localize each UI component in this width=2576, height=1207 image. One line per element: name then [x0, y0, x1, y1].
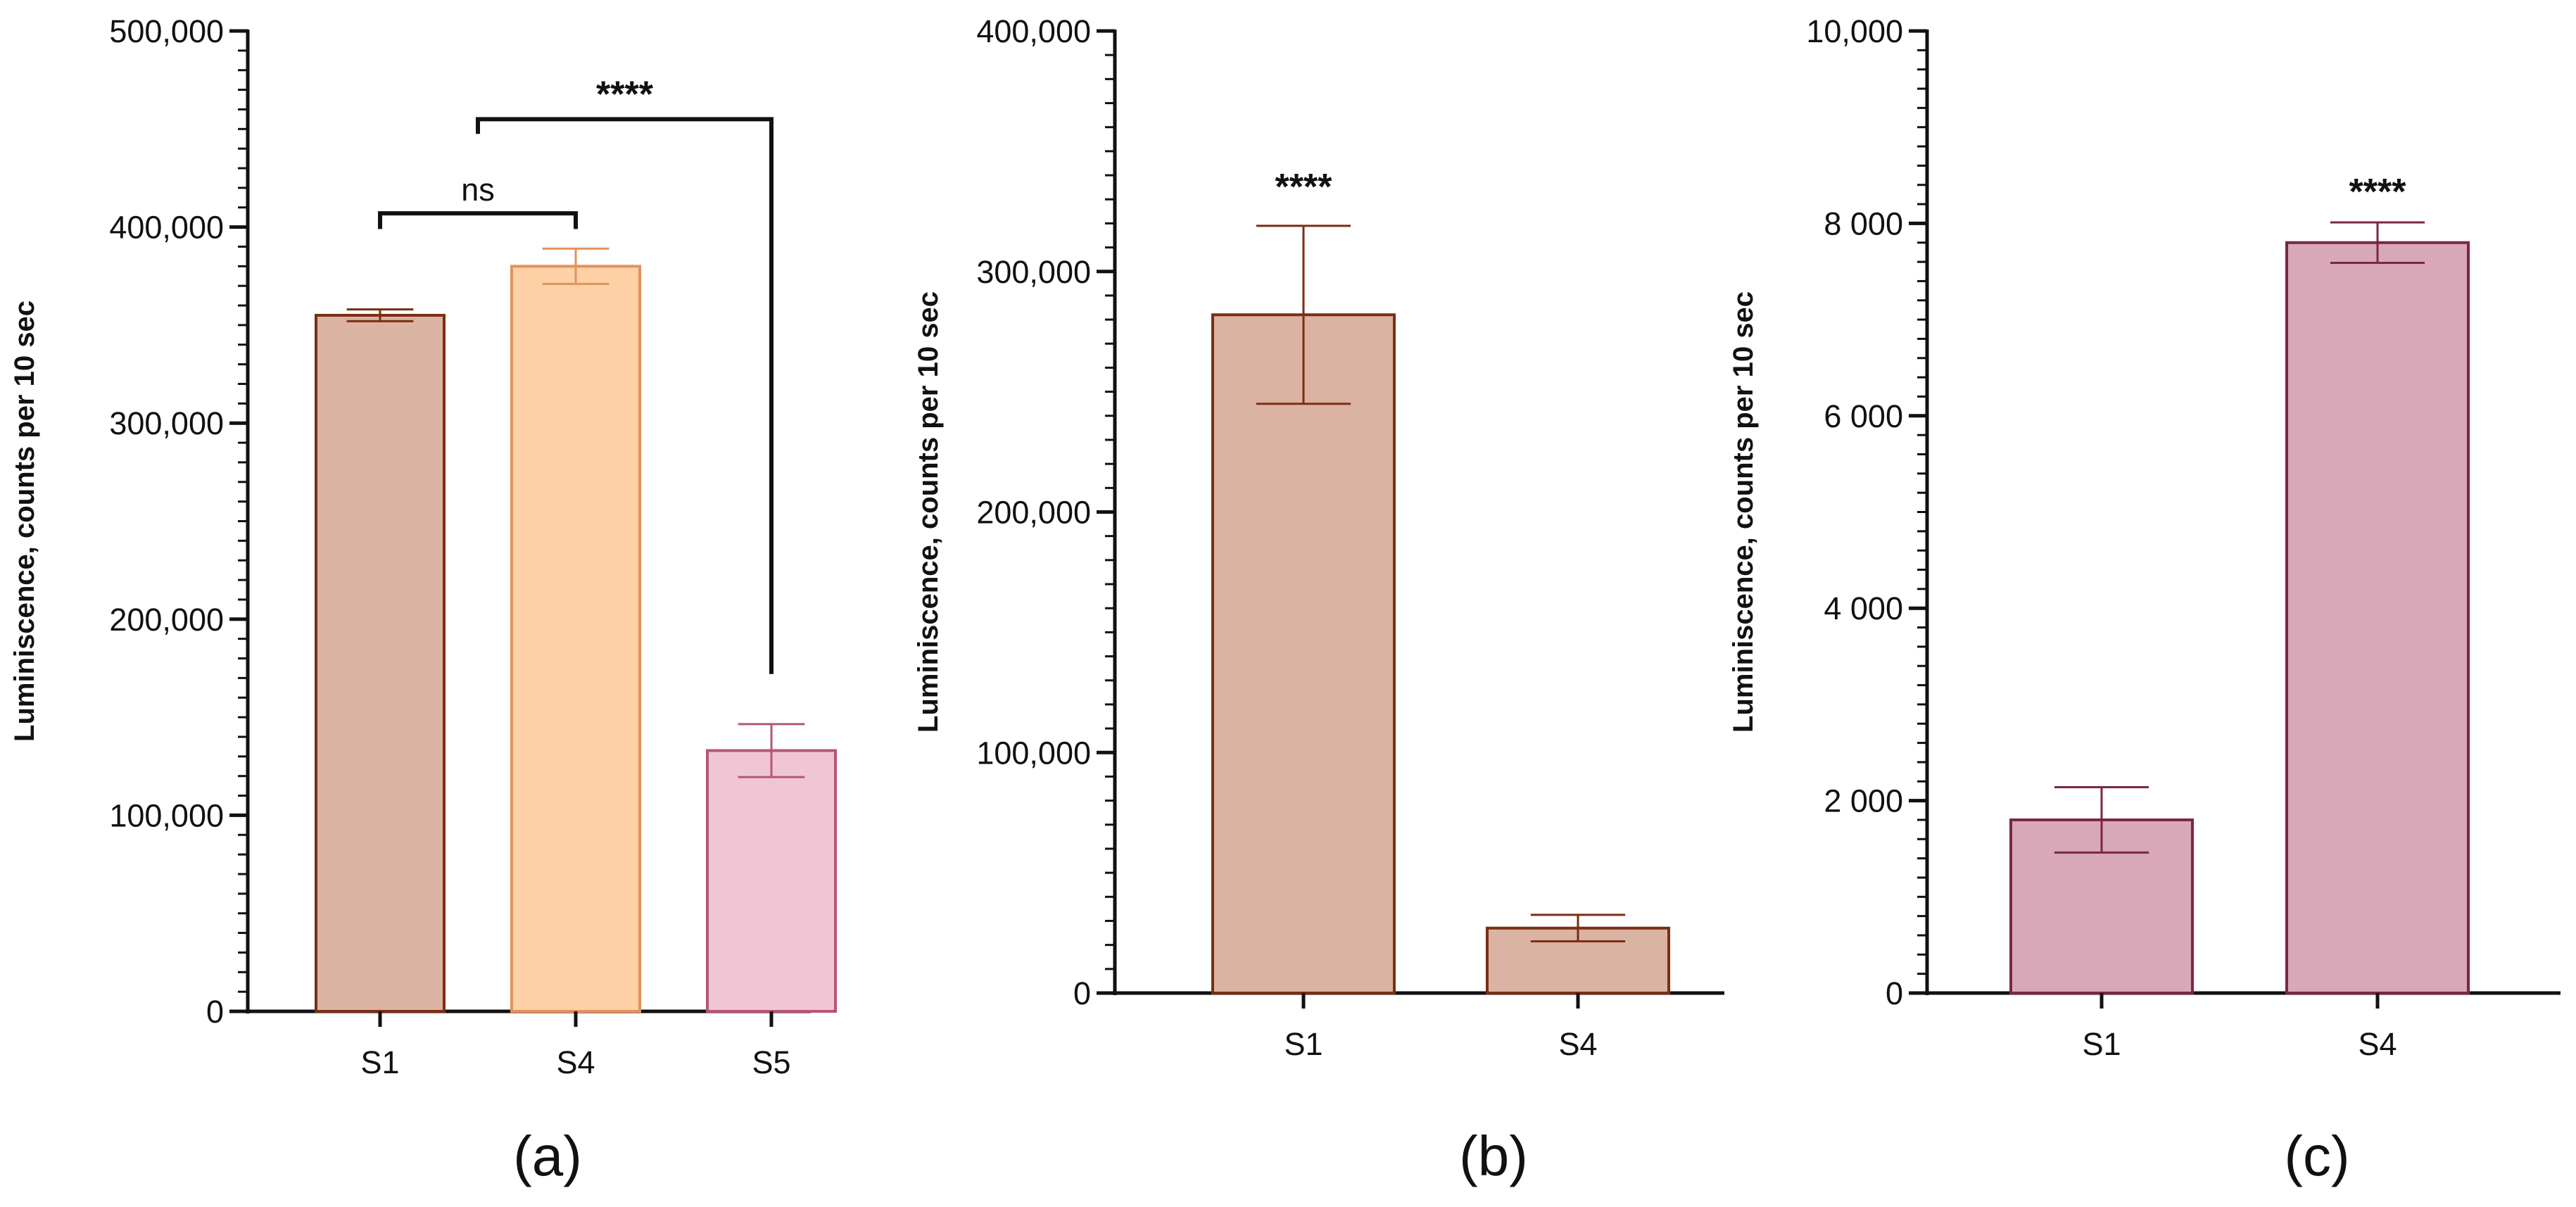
panel-label: (c)	[2284, 1125, 2349, 1187]
y-axis-title: Luminiscence, counts per 10 sec	[1728, 291, 1759, 733]
significance-label: ****	[1275, 167, 1333, 208]
x-tick-label: S1	[2082, 1026, 2121, 1062]
y-tick-label: 6 000	[1824, 398, 1903, 434]
y-tick-label: 0	[1886, 975, 1903, 1011]
significance-label: ****	[596, 74, 654, 115]
y-axis-title: Luminiscence, counts per 10 sec	[913, 291, 944, 733]
significance-bracket	[378, 211, 578, 229]
y-tick-label: 0	[1073, 975, 1091, 1011]
y-tick-label: 2 000	[1824, 783, 1903, 819]
significance-bracket	[476, 117, 774, 674]
x-tick-label: S1	[360, 1044, 399, 1080]
panel-label: (b)	[1459, 1125, 1528, 1187]
panel-label: (a)	[513, 1125, 582, 1187]
bar-s1	[1211, 313, 1396, 994]
y-tick-label: 400,000	[976, 13, 1091, 49]
y-tick-label: 200,000	[109, 602, 224, 638]
y-tick-label: 300,000	[976, 254, 1091, 290]
bar-s1	[315, 313, 446, 1013]
y-tick-label: 200,000	[976, 495, 1091, 531]
bar-s4	[510, 265, 641, 1013]
y-tick-label: 400,000	[109, 210, 224, 246]
x-tick-label: S4	[1558, 1026, 1597, 1062]
x-tick-label: S1	[1284, 1026, 1322, 1062]
y-tick-label: 500,000	[109, 13, 224, 49]
panel-c: 0 2 000 4 000 6 000 8 000 10,000 Luminiscence,…	[1728, 13, 2561, 1187]
y-tick-label: 100,000	[976, 735, 1091, 771]
panel-b: 0 100,000 200,000 300,000 400,000 Luminiscenc…	[913, 13, 1724, 1187]
y-tick-label: 0	[206, 994, 224, 1030]
y-tick-label: 10,000	[1806, 13, 1903, 49]
bar-s5	[706, 749, 837, 1013]
x-tick-label: S5	[752, 1044, 790, 1080]
x-tick-label: S4	[556, 1044, 595, 1080]
x-tick-label: S4	[2358, 1026, 2397, 1062]
significance-label: ns	[461, 172, 495, 208]
significance-label: ****	[2349, 172, 2407, 213]
y-tick-label: 300,000	[109, 405, 224, 441]
y-tick-label: 8 000	[1824, 206, 1903, 241]
bar-s4	[2285, 241, 2470, 994]
y-axis-title: Luminiscence, counts per 10 sec	[9, 301, 40, 742]
y-tick-label: 100,000	[109, 797, 224, 833]
panel-a: 0 100,000 200,000 300,000 400,000 500,000 Lumi…	[9, 13, 837, 1187]
y-tick-label: 4 000	[1824, 590, 1903, 626]
